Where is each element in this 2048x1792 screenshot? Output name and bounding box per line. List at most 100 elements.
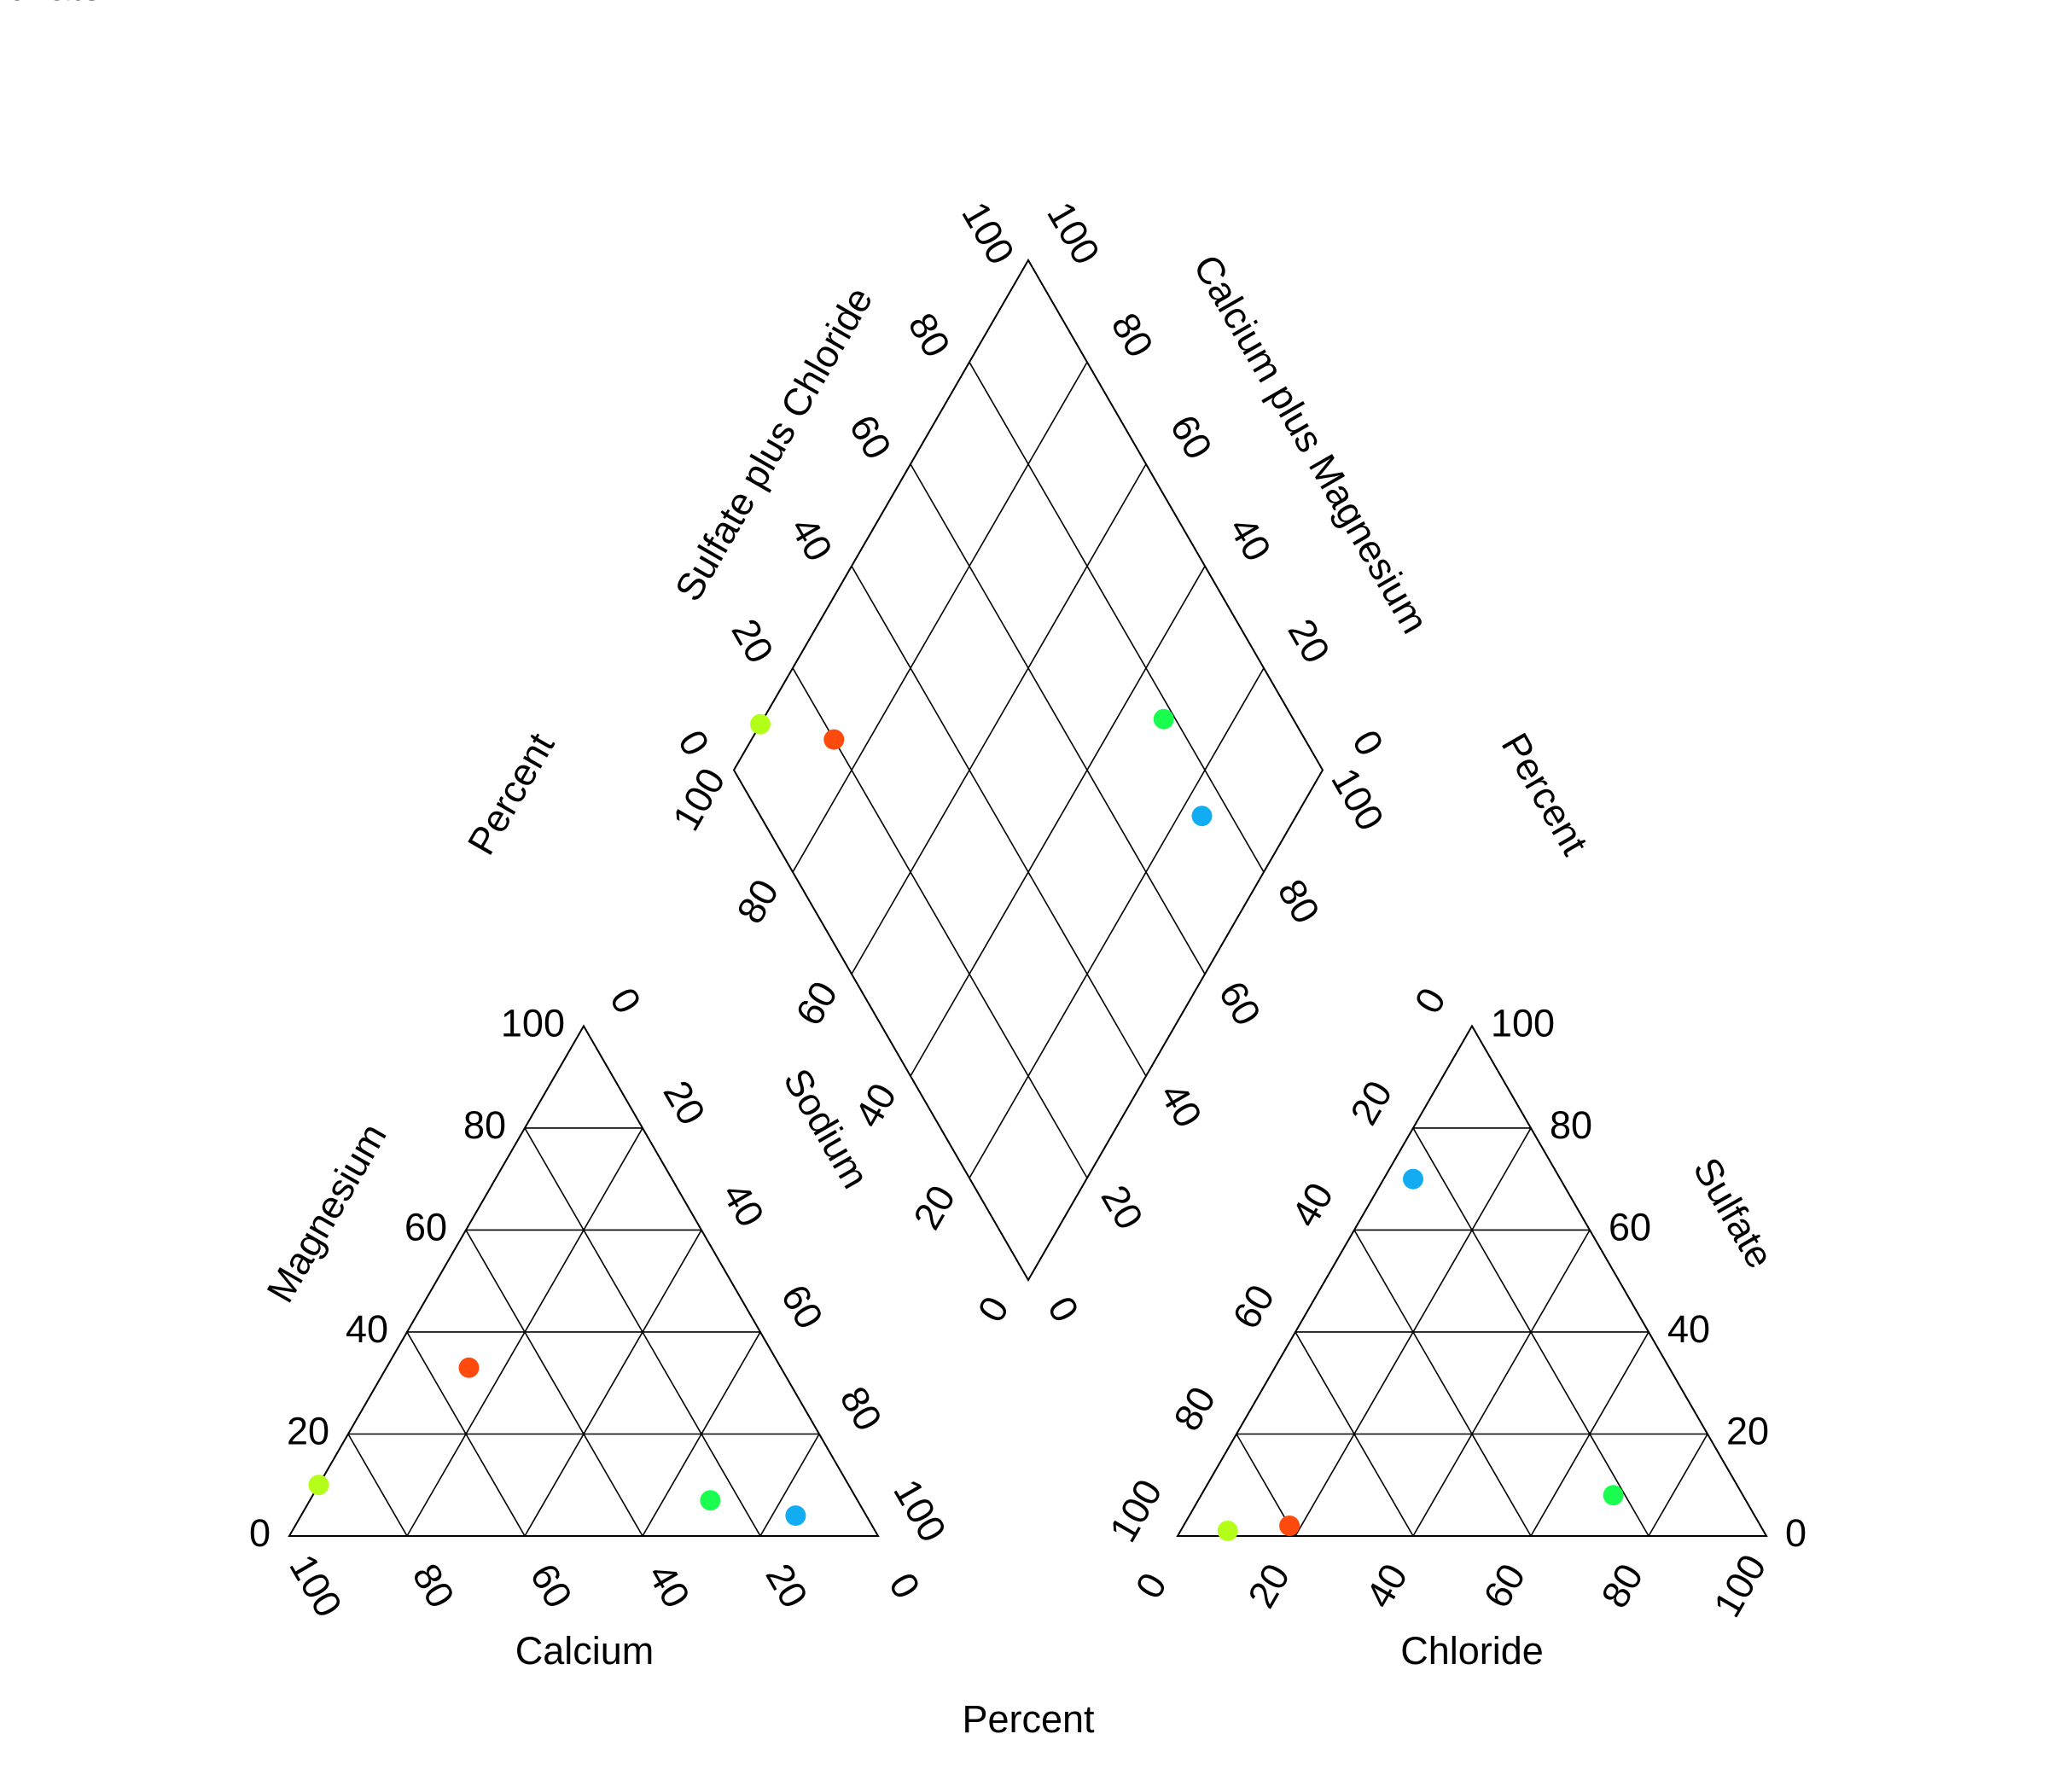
tick-calcium-plus-magnesium-lower: 100 (664, 760, 734, 838)
tick-bicarbonate: 40 (1283, 1175, 1341, 1234)
anion-grid-bicarbonate (1295, 1331, 1414, 1537)
tick-calcium: 0 (881, 1566, 929, 1606)
tick-calcium-plus-magnesium-lower: 60 (787, 974, 846, 1033)
percent-label-left: Percent (459, 725, 563, 862)
tick-calcium: 60 (522, 1556, 581, 1615)
cation-triangle-frame (288, 1024, 880, 1537)
grid-layer (347, 361, 1708, 1537)
sample-point-2-diamond (823, 729, 845, 750)
tick-sulfate: 100 (1491, 1001, 1555, 1044)
sample-points (308, 708, 1624, 1541)
tick-bicarbonate: 80 (1165, 1379, 1224, 1438)
tick-labels: 0002020204040406060608080801001001000002… (249, 195, 1807, 1625)
tick-sulfate: 20 (1726, 1409, 1769, 1452)
diamond-grid-sulfate-plus-chloride (851, 566, 1147, 1077)
tick-sulfate: 60 (1609, 1205, 1651, 1248)
tick-calcium: 20 (758, 1556, 817, 1615)
tick-chloride: 80 (1592, 1556, 1651, 1615)
tick-sulfate-plus-chloride-lower: 100 (1323, 760, 1393, 838)
tick-sulfate: 40 (1667, 1307, 1710, 1351)
diamond-grid-calcium-plus-magnesium (792, 361, 1088, 873)
tick-calcium-plus-magnesium: 0 (1344, 723, 1393, 763)
tick-calcium: 100 (281, 1547, 351, 1625)
tick-sodium: 80 (832, 1379, 891, 1438)
tick-sulfate-plus-chloride: 40 (783, 509, 841, 568)
tick-calcium-plus-magnesium: 40 (1221, 509, 1280, 568)
sample-point-3-diamond (1153, 708, 1174, 730)
tick-calcium-plus-magnesium-lower: 40 (846, 1076, 905, 1135)
sample-point-4-cation (785, 1505, 806, 1527)
tick-sodium: 20 (655, 1073, 714, 1132)
tick-magnesium: 0 (249, 1511, 271, 1555)
tick-chloride: 20 (1239, 1556, 1298, 1615)
tick-calcium-plus-magnesium: 100 (1039, 195, 1108, 272)
diamond-grid-calcium-plus-magnesium (910, 566, 1206, 1077)
axis-titles: Calcium Magnesium Sodium Chloride Bicarb… (0, 0, 1783, 1741)
tick-chloride: 40 (1357, 1556, 1416, 1615)
tick-sulfate: 80 (1550, 1103, 1592, 1147)
tick-sulfate: 0 (1785, 1511, 1807, 1555)
tick-bicarbonate: 20 (1341, 1073, 1400, 1132)
tick-sulfate-plus-chloride: 80 (900, 305, 959, 364)
cation-grid-calcium (347, 1434, 408, 1537)
tick-chloride: 0 (1127, 1566, 1176, 1606)
tick-sulfate-plus-chloride-lower: 80 (1270, 872, 1329, 931)
sample-point-2-cation (458, 1357, 480, 1378)
tick-bicarbonate: 0 (1406, 980, 1455, 1021)
cation-grid-calcium (406, 1331, 526, 1537)
axis-title-magnesium: Magnesium (258, 1116, 394, 1310)
tick-sulfate-plus-chloride: 20 (724, 612, 783, 671)
diamond-grid-calcium-plus-magnesium (969, 667, 1265, 1178)
tick-magnesium: 20 (287, 1409, 329, 1452)
tick-chloride: 60 (1475, 1556, 1533, 1615)
percent-label-right: Percent (1493, 725, 1597, 862)
diamond-grid-sulfate-plus-chloride (969, 361, 1265, 873)
anion-triangle-frame (1176, 1024, 1768, 1537)
sample-point-1-cation (308, 1475, 329, 1496)
tick-calcium-plus-magnesium: 80 (1103, 305, 1162, 364)
tick-calcium-plus-magnesium-lower: 20 (905, 1178, 963, 1236)
axis-title-calcium-plus-magnesium: Calcium plus Magnesium (1185, 247, 1438, 641)
tick-sulfate-plus-chloride: 0 (670, 723, 719, 763)
cation-grid-sodium (524, 1230, 702, 1537)
tick-sodium: 100 (885, 1472, 955, 1550)
sample-point-4-diamond (1191, 806, 1213, 827)
sample-point-3-cation (700, 1490, 721, 1511)
cation-grid-calcium (465, 1230, 643, 1537)
tick-calcium-plus-magnesium: 20 (1280, 612, 1339, 671)
tick-sulfate-plus-chloride: 60 (841, 408, 900, 467)
tick-calcium: 80 (404, 1556, 463, 1615)
anion-grid-chloride (1648, 1434, 1708, 1537)
diamond-grid-sulfate-plus-chloride (910, 463, 1206, 975)
sample-point-1-anion (1217, 1521, 1238, 1541)
tick-magnesium: 60 (404, 1205, 447, 1248)
tick-calcium: 40 (640, 1556, 699, 1615)
axis-title-sulfate: Sulfate (1684, 1150, 1782, 1276)
tick-calcium-plus-magnesium-lower: 80 (728, 872, 787, 931)
sample-point-3-anion (1603, 1485, 1624, 1506)
axis-title-sulfate-plus-chloride: Sulfate plus Chloride (666, 280, 881, 608)
anion-grid-chloride (1412, 1230, 1591, 1537)
axis-title-sodium: Sodium (775, 1061, 877, 1196)
tick-magnesium: 40 (346, 1307, 388, 1351)
diamond-grid-sulfate-plus-chloride (792, 667, 1088, 1178)
tick-magnesium: 100 (501, 1001, 565, 1044)
frame-layer (288, 258, 1768, 1537)
cation-grid-sodium (759, 1434, 820, 1537)
diamond-frame (732, 258, 1324, 1283)
tick-sulfate-plus-chloride: 100 (953, 195, 1023, 272)
axis-title-calcium: Calcium (515, 1629, 655, 1673)
tick-sodium: 0 (602, 980, 650, 1021)
percent-label-bottom: Percent (962, 1697, 1095, 1741)
sample-point-1-diamond (750, 713, 771, 735)
tick-sodium: 60 (773, 1277, 832, 1336)
tick-calcium-plus-magnesium-lower: 0 (969, 1289, 1018, 1329)
sample-point-4-anion (1403, 1168, 1423, 1190)
tick-bicarbonate: 60 (1224, 1277, 1283, 1336)
axis-title-chloride: Chloride (1400, 1629, 1544, 1673)
tick-sulfate-plus-chloride-lower: 20 (1093, 1178, 1152, 1236)
sample-point-2-anion (1279, 1516, 1300, 1536)
diamond-grid-calcium-plus-magnesium (851, 463, 1147, 975)
tick-calcium-plus-magnesium: 60 (1162, 408, 1221, 467)
axis-title-bicarbonate: Bicarbonate (0, 0, 102, 9)
